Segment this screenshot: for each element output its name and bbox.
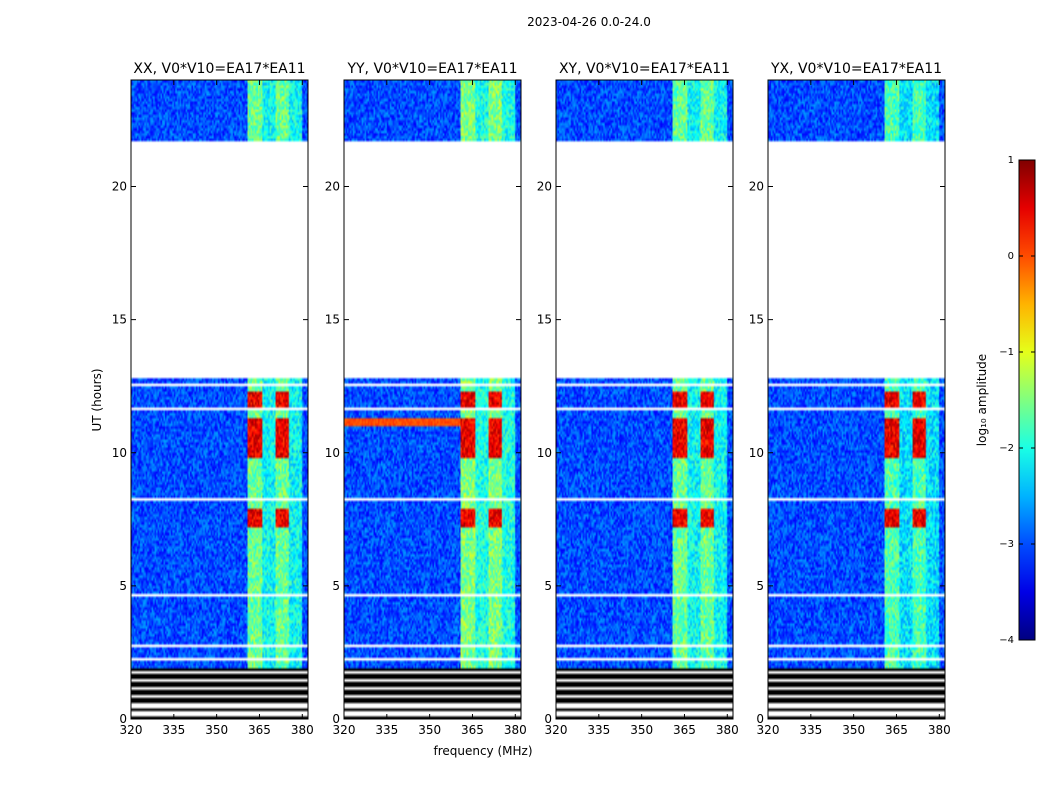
y-tick-label: 0 [544, 712, 552, 726]
y-tick-label: 15 [537, 313, 552, 327]
panel-heatmap [131, 80, 308, 719]
x-tick-label: 350 [418, 723, 441, 737]
x-tick-label: 380 [291, 723, 314, 737]
x-tick-label: 380 [504, 723, 527, 737]
panel-frame [767, 79, 946, 720]
y-tick-label: 5 [544, 579, 552, 593]
y-tick-label: 10 [112, 446, 127, 460]
panel-title: XY, V0*V10=EA17*EA11 [559, 61, 730, 77]
panel-heatmap [556, 80, 733, 719]
x-tick-label: 365 [248, 723, 271, 737]
y-tick-label: 5 [332, 579, 340, 593]
colorbar-tick-label: −1 [999, 347, 1014, 358]
panel-title: YX, V0*V10=EA17*EA11 [770, 61, 942, 77]
colorbar-label: log₁₀ amplitude [975, 354, 989, 446]
y-axis-label: UT (hours) [90, 368, 104, 431]
y-tick-label: 20 [112, 180, 127, 194]
y-tick-label: 20 [325, 180, 340, 194]
x-tick-label: 320 [545, 723, 568, 737]
y-tick-label: 15 [749, 313, 764, 327]
colorbar-tick-label: −3 [999, 539, 1014, 550]
colorbar-gradient [1018, 159, 1036, 641]
colorbar-tick-label: 0 [1008, 251, 1014, 262]
y-tick-label: 10 [325, 446, 340, 460]
figure-title: 2023-04-26 0.0-24.0 [527, 15, 651, 29]
colorbar-tick-label: 1 [1008, 155, 1014, 166]
panel-title: YY, V0*V10=EA17*EA11 [346, 61, 517, 77]
x-tick-label: 365 [885, 723, 908, 737]
y-tick-label: 10 [537, 446, 552, 460]
panel-frame [130, 79, 309, 720]
x-tick-label: 365 [673, 723, 696, 737]
panel-heatmap [768, 80, 945, 719]
x-tick-label: 335 [375, 723, 398, 737]
x-tick-label: 350 [630, 723, 653, 737]
panels-group: XX, V0*V10=EA17*EA11 320 335 350 365 380 0 5 10 1… [112, 61, 951, 737]
y-tick-label: 20 [537, 180, 552, 194]
x-tick-label: 365 [461, 723, 484, 737]
colorbar: 1 0 −1 −2 −3 −4 [999, 155, 1036, 646]
y-tick-label: 10 [749, 446, 764, 460]
y-tick-label: 5 [119, 579, 127, 593]
y-tick-label: 15 [112, 313, 127, 327]
x-tick-label: 335 [587, 723, 610, 737]
panel-1: XX, V0*V10=EA17*EA11 320 335 350 365 380 0 5 10 1… [112, 61, 314, 737]
x-axis-label: frequency (MHz) [433, 744, 532, 758]
colorbar-tick-label: −2 [999, 443, 1014, 454]
colorbar-tick-label: −4 [999, 635, 1014, 646]
y-tick-label: 5 [756, 579, 764, 593]
y-tick-label: 0 [332, 712, 340, 726]
panel-title: XX, V0*V10=EA17*EA11 [133, 61, 305, 77]
y-tick-label: 15 [325, 313, 340, 327]
x-tick-label: 380 [928, 723, 951, 737]
panel-heatmap [344, 80, 521, 719]
x-tick-label: 350 [205, 723, 228, 737]
x-tick-label: 350 [842, 723, 865, 737]
x-tick-label: 335 [162, 723, 185, 737]
y-tick-label: 0 [756, 712, 764, 726]
x-tick-label: 335 [799, 723, 822, 737]
panel-2: YY, V0*V10=EA17*EA11 320 335 350 365 380 0 5 10 1… [325, 61, 527, 737]
x-tick-label: 380 [716, 723, 739, 737]
panel-frame [555, 79, 734, 720]
x-tick-label: 320 [120, 723, 143, 737]
x-tick-label: 320 [333, 723, 356, 737]
x-tick-label: 320 [757, 723, 780, 737]
y-tick-label: 0 [119, 712, 127, 726]
panel-3: XY, V0*V10=EA17*EA11 320 335 350 365 380 0 5 10 1… [537, 61, 739, 737]
panel-frame [343, 79, 522, 720]
y-tick-label: 20 [749, 180, 764, 194]
panel-4: YX, V0*V10=EA17*EA11 320 335 350 365 380 0 5 10 1… [749, 61, 951, 737]
